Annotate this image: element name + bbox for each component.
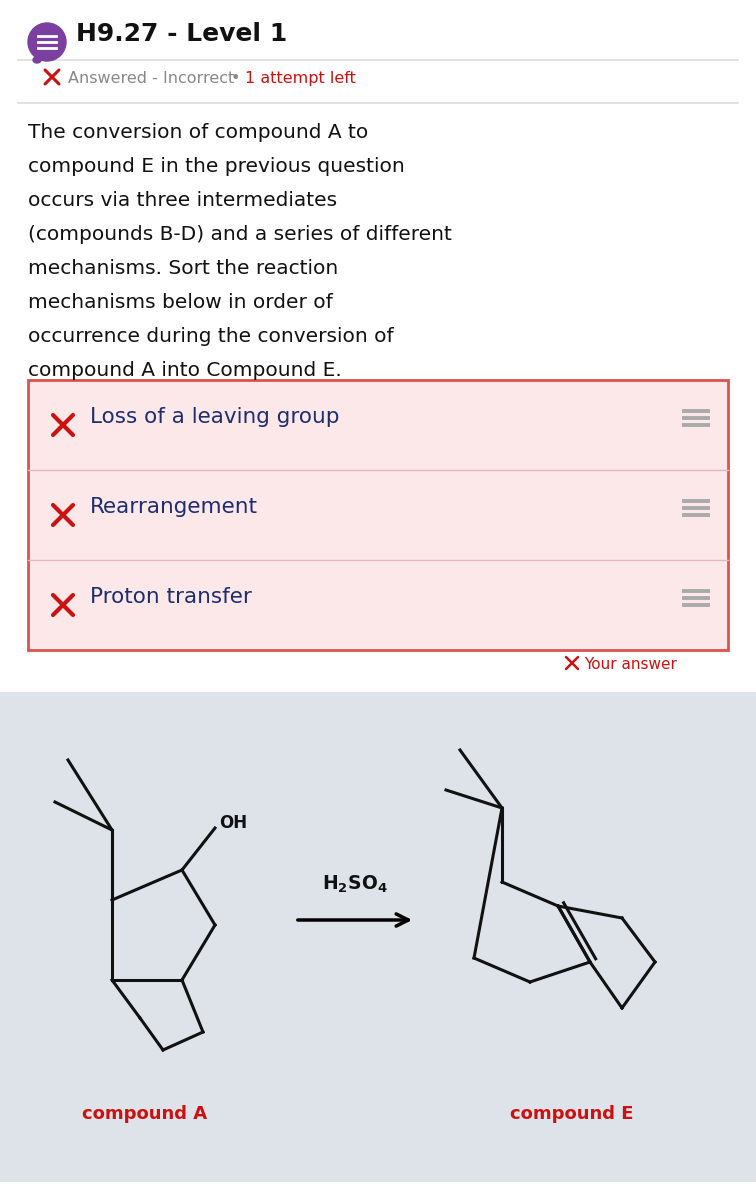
Text: occurs via three intermediates: occurs via three intermediates	[28, 191, 337, 210]
FancyBboxPatch shape	[0, 692, 756, 1182]
Ellipse shape	[33, 56, 41, 62]
Text: Proton transfer: Proton transfer	[90, 587, 252, 607]
Text: compound E in the previous question: compound E in the previous question	[28, 157, 404, 176]
Text: mechanisms. Sort the reaction: mechanisms. Sort the reaction	[28, 259, 338, 278]
Text: OH: OH	[219, 814, 247, 832]
Text: (compounds B-D) and a series of different: (compounds B-D) and a series of differen…	[28, 226, 452, 244]
Text: occurrence during the conversion of: occurrence during the conversion of	[28, 326, 394, 346]
FancyBboxPatch shape	[28, 380, 728, 650]
Text: Your answer: Your answer	[584, 658, 677, 672]
Text: compound A into Compound E.: compound A into Compound E.	[28, 361, 342, 380]
Text: •: •	[231, 71, 240, 86]
Text: Answered - Incorrect: Answered - Incorrect	[68, 71, 234, 86]
Text: Loss of a leaving group: Loss of a leaving group	[90, 407, 339, 427]
Text: compound A: compound A	[82, 1105, 208, 1123]
Text: $\mathbf{H_2SO_4}$: $\mathbf{H_2SO_4}$	[322, 874, 388, 895]
Circle shape	[28, 23, 66, 61]
Text: 1 attempt left: 1 attempt left	[245, 71, 356, 86]
Text: The conversion of compound A to: The conversion of compound A to	[28, 122, 368, 142]
Text: mechanisms below in order of: mechanisms below in order of	[28, 293, 333, 312]
Text: H9.27 - Level 1: H9.27 - Level 1	[76, 22, 287, 46]
Text: Rearrangement: Rearrangement	[90, 497, 258, 517]
Text: compound E: compound E	[510, 1105, 634, 1123]
